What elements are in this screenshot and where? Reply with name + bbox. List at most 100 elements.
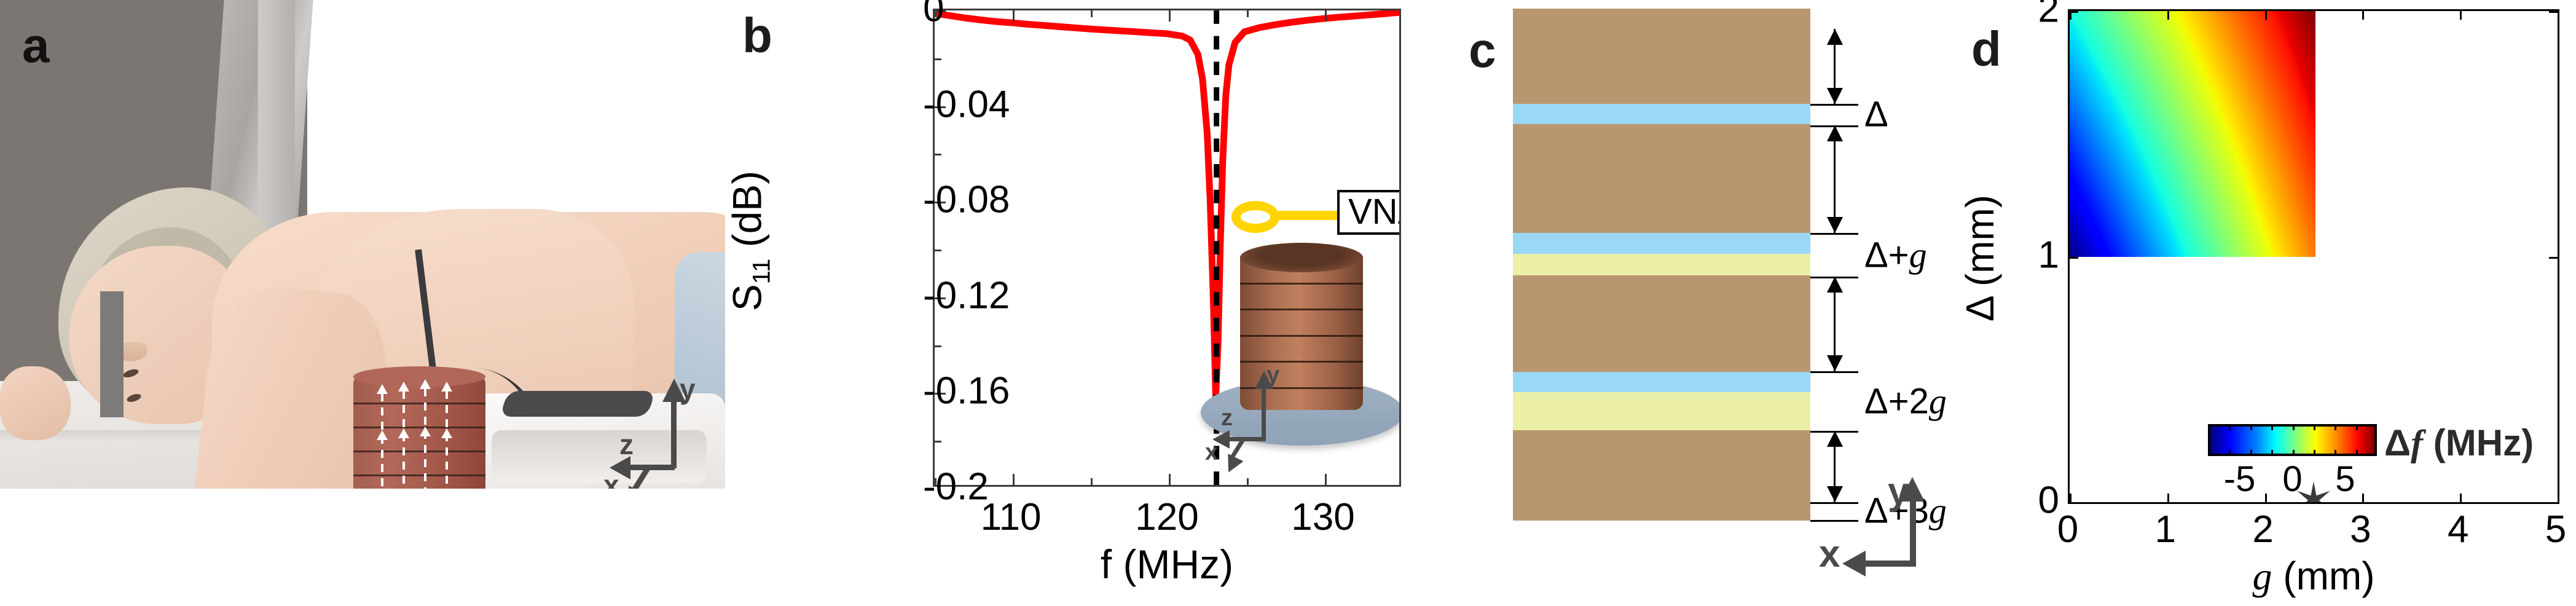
panel-c: c Δ Δ+g Δ+2g Δ+3g y x	[1463, 0, 1954, 606]
dimension-bar	[1810, 276, 1858, 278]
panel-a: dielectric resonator B1 y z x a	[0, 0, 725, 489]
panel-b-y-axis-label: S11 (dB)	[723, 171, 776, 312]
colorbar-title-delta: Δ	[2384, 422, 2411, 463]
panel-b-label: b	[742, 8, 772, 63]
y-tickmark	[2070, 11, 2078, 13]
dielectric-resonator-top	[353, 366, 485, 387]
colorbar-tickmark	[2229, 424, 2231, 430]
y-tick-label: 0	[2038, 479, 2059, 522]
dimension-bar	[1810, 502, 1858, 504]
colorbar-title-unit: (MHz)	[2423, 422, 2534, 463]
dimension-bar	[1810, 520, 1858, 522]
gap-dimension-label: Δ+g	[1864, 235, 1927, 275]
colorbar-tickmark	[2313, 450, 2315, 456]
y-tickmark	[935, 393, 946, 395]
x-tickmark	[2070, 11, 2071, 20]
surface-coil-opening	[492, 430, 707, 483]
inset-axis-label-z: z	[1221, 405, 1233, 431]
x-tickmark	[1169, 474, 1171, 485]
axis-label-z: z	[619, 428, 634, 460]
colorbar-tickmark	[2355, 424, 2358, 430]
stack-layer-blue-spacer	[1513, 233, 1810, 254]
x-tickmark	[1013, 474, 1015, 485]
x-tick-label: 5	[2545, 508, 2567, 551]
x-minor-tickmark	[1325, 10, 1327, 17]
y-minor-tickmark	[935, 58, 941, 60]
s11-plot-area: VNA y z x	[933, 9, 1401, 487]
arrowhead-up-icon	[1827, 431, 1843, 447]
arrowhead-up-icon	[1827, 29, 1843, 45]
x-tickmark	[2070, 494, 2071, 502]
panel-b-inset-axis-triad: y z x	[1205, 362, 1316, 476]
x-tick-label: 1	[2154, 508, 2177, 551]
y-minor-tickmark	[935, 345, 941, 347]
y-label-base: S	[724, 284, 770, 312]
axis-label-y: y	[680, 373, 696, 405]
y-label-unit: (dB)	[724, 170, 770, 259]
x-label-g: g	[2252, 554, 2272, 598]
stack-layer-ceramic	[1513, 124, 1810, 234]
gap-dimension-annotations: Δ Δ+g Δ+2g Δ+3g	[1810, 9, 1958, 537]
heatmap-canvas	[2070, 11, 2315, 257]
colorbar-tickmark	[2334, 424, 2337, 430]
colorbar-title-f: f	[2411, 423, 2424, 463]
axis-label-y: y	[1888, 470, 1909, 513]
inset-axis-label-x: x	[1205, 439, 1219, 465]
gap-span-line	[1834, 29, 1836, 104]
x-minor-tickmark	[1247, 10, 1249, 17]
x-minor-tickmark	[1247, 478, 1249, 485]
x-minor-tickmark	[1091, 10, 1093, 17]
y-tickmark	[2549, 256, 2558, 259]
stack-layer-ceramic	[1513, 9, 1810, 104]
arrowhead-down-icon	[1827, 87, 1843, 104]
x-label-unit: (mm)	[2272, 554, 2375, 598]
y-tickmark	[2070, 256, 2078, 259]
x-tick-label: 0	[2057, 508, 2079, 551]
colorbar-tick-label: -5	[2223, 459, 2256, 499]
axis-label-x: x	[1819, 533, 1840, 575]
y-minor-tickmark	[935, 250, 941, 251]
colorbar-tickmark	[2271, 424, 2274, 430]
x-tickmark	[2558, 494, 2559, 502]
colorbar-tickmark	[2334, 450, 2337, 456]
stack-layer-blue-spacer	[1513, 103, 1810, 125]
y-tickmark	[2070, 502, 2078, 504]
y-tickmark	[935, 297, 946, 299]
gap-dimension-label: Δ	[1864, 94, 1888, 135]
panel-a-axis-triad: y z x	[603, 373, 725, 489]
arrowhead-up-icon	[1827, 276, 1843, 293]
y-tickmark	[935, 202, 946, 204]
gap-dimension-label: Δ+3g	[1864, 490, 1947, 531]
coil-visor-bar	[100, 291, 124, 417]
colorbar-tickmark	[2292, 424, 2295, 430]
stack-layer-ceramic	[1513, 430, 1810, 521]
x-tickmark	[2460, 494, 2462, 502]
panel-c-axis-triad: y x	[1819, 470, 1966, 590]
arrowhead-up-icon	[1827, 125, 1843, 141]
gap-span-line	[1834, 125, 1836, 234]
y-minor-tickmark	[935, 154, 941, 156]
dielectric-resonator-body	[353, 375, 485, 489]
x-tickmark	[2558, 11, 2559, 20]
colorbar-tickmark	[2313, 424, 2315, 430]
y-tick-label: 1	[2038, 234, 2059, 276]
gap-dimension-label: Δ+2g	[1864, 381, 1947, 422]
y-tickmark	[2549, 502, 2558, 504]
dimension-bar	[1810, 431, 1858, 433]
x-tickmark	[2460, 11, 2462, 20]
s11-trace	[935, 10, 1399, 401]
x-tick-label: 3	[2350, 508, 2371, 551]
y-tick-label: 2	[2038, 0, 2059, 31]
colorbar-tickmark	[2250, 450, 2252, 456]
x-tickmark	[2362, 11, 2365, 20]
colorbar-tick-label: 0	[2282, 459, 2303, 499]
stack-layer-ceramic	[1513, 275, 1810, 372]
arrowhead-down-icon	[1827, 355, 1843, 371]
x-tickmark	[2167, 494, 2169, 502]
x-tickmark	[1013, 10, 1015, 22]
x-tickmark	[1169, 10, 1171, 22]
coupling-loop-icon	[1231, 201, 1279, 233]
x-tickmark	[2167, 11, 2169, 20]
stack-layer-yellow-spacer	[1513, 253, 1810, 277]
